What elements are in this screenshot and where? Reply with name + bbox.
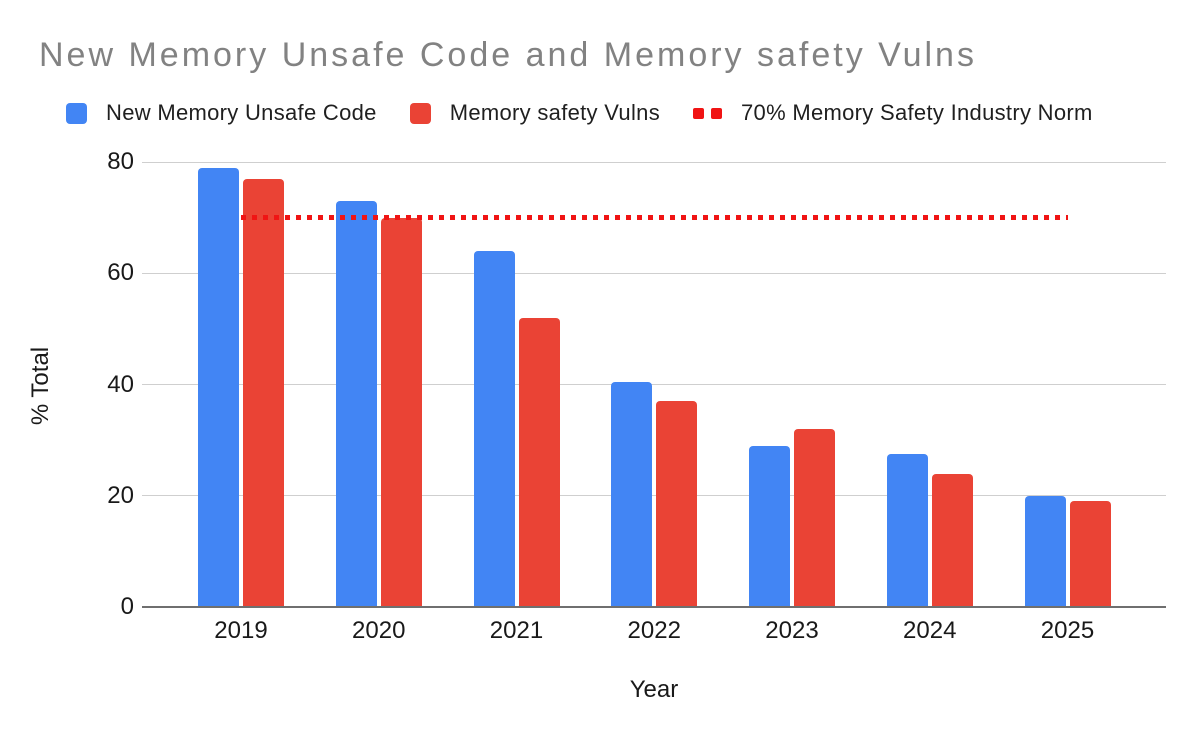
legend: New Memory Unsafe Code Memory safety Vul…: [66, 99, 1093, 127]
y-tick-label-60: 60: [107, 259, 134, 287]
bar-vulns-2022: [656, 401, 698, 607]
gridline-80: [142, 161, 1166, 163]
legend-item-vulns: Memory safety Vulns: [409, 100, 660, 126]
bar-vulns-2025: [1069, 501, 1111, 607]
x-tick-label-2020: 2020: [352, 617, 406, 644]
x-tick-label-2019: 2019: [214, 617, 268, 644]
y-tick-label-80: 80: [107, 148, 134, 175]
bar-unsafe-code-2023: [749, 445, 790, 607]
legend-label-industry-norm: 70% Memory Safety Industry Norm: [741, 100, 1093, 125]
bar-unsafe-code-2021: [473, 251, 515, 607]
bar-unsafe-code-2020: [335, 200, 377, 607]
y-tick-label-0: 0: [120, 593, 134, 620]
x-axis-title: Year: [629, 676, 679, 703]
bar-vulns-2019: [243, 178, 284, 607]
gridline-40: [142, 384, 1166, 385]
legend-swatch-unsafe-code: [66, 102, 87, 124]
bar-unsafe-code-2024: [886, 454, 928, 607]
legend-swatch-dotted-line: [693, 107, 722, 119]
legend-swatch-vulns: [409, 102, 431, 124]
x-axis-line: [142, 606, 1166, 608]
y-tick-label-20: 20: [107, 481, 134, 509]
bar-vulns-2024: [931, 473, 973, 607]
y-axis-title: % Total: [27, 346, 54, 426]
bar-vulns-2021: [518, 317, 560, 607]
bar-vulns-2023: [794, 429, 835, 607]
bar-unsafe-code-2019: [198, 167, 239, 607]
x-tick-label-2023: 2023: [765, 617, 819, 644]
x-tick-label-2022: 2022: [627, 617, 681, 644]
x-tick-label-2025: 2025: [1040, 617, 1095, 644]
gridline-60: [142, 272, 1166, 274]
legend-label-unsafe-code: New Memory Unsafe Code: [106, 100, 377, 125]
bar-vulns-2020: [380, 217, 422, 607]
x-tick-label-2024: 2024: [903, 617, 957, 644]
legend-item-unsafe-code: New Memory Unsafe Code: [66, 100, 377, 126]
chart-title: New Memory Unsafe Code and Memory safety…: [39, 36, 977, 74]
bar-unsafe-code-2025: [1024, 495, 1066, 607]
gridline-20: [142, 495, 1166, 497]
bar-unsafe-code-2022: [611, 381, 653, 607]
x-tick-label-2021: 2021: [489, 617, 544, 644]
legend-label-vulns: Memory safety Vulns: [449, 100, 660, 125]
y-tick-label-40: 40: [107, 370, 134, 398]
legend-item-industry-norm: 70% Memory Safety Industry Norm: [693, 100, 1093, 126]
norm-line: [241, 215, 1068, 221]
